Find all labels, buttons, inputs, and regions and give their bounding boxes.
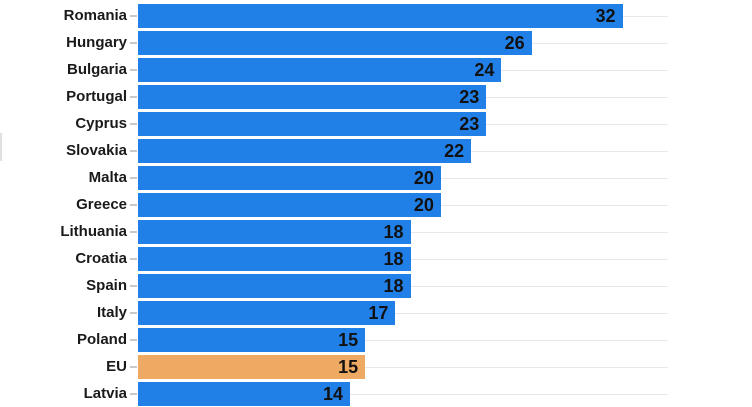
chart-row: Romania 32: [0, 2, 752, 29]
value-label: 32: [595, 5, 616, 26]
chart-row: Portugal 23: [0, 83, 752, 110]
bar[interactable]: 15: [138, 354, 366, 379]
bar[interactable]: 23: [138, 84, 487, 109]
bar-track: 20: [138, 164, 668, 191]
category-tick-icon: [130, 257, 137, 260]
category-label: Italy: [96, 304, 127, 321]
chart-row: Lithuania 18: [0, 218, 752, 245]
value-label: 23: [459, 86, 480, 107]
category-label: Poland: [76, 331, 127, 348]
bar-track: 18: [138, 272, 668, 299]
category-tick-icon: [130, 338, 137, 341]
category-label: Cyprus: [75, 115, 127, 132]
category-label: Bulgaria: [66, 61, 127, 78]
category-tick-icon: [130, 203, 137, 206]
bar-track: 14: [138, 380, 668, 407]
chart-row: Greece 20: [0, 191, 752, 218]
chart-row: Spain 18: [0, 272, 752, 299]
bar[interactable]: 20: [138, 165, 441, 190]
value-label: 26: [504, 32, 525, 53]
gridline: [138, 312, 668, 314]
gridline: [138, 366, 668, 368]
category-label: Croatia: [75, 250, 127, 267]
category-tick-icon: [130, 41, 137, 44]
category-tick-icon: [130, 149, 137, 152]
category-tick-icon: [130, 311, 137, 314]
category-tick-icon: [130, 122, 137, 125]
category-label: Romania: [63, 7, 127, 24]
value-label: 20: [413, 194, 434, 215]
value-label: 15: [338, 329, 359, 350]
bar[interactable]: 15: [138, 327, 366, 352]
value-label: 22: [444, 140, 465, 161]
chart-row: Latvia 14: [0, 380, 752, 407]
bar[interactable]: 26: [138, 30, 532, 55]
category-tick-icon: [130, 95, 137, 98]
bar[interactable]: 23: [138, 111, 487, 136]
category-label: Portugal: [66, 88, 127, 105]
category-label: Spain: [86, 277, 127, 294]
bar[interactable]: 17: [138, 300, 396, 325]
category-label: Hungary: [66, 34, 127, 51]
value-label: 24: [474, 59, 495, 80]
bar-track: 26: [138, 29, 668, 56]
chart-row: Poland 15: [0, 326, 752, 353]
chart-row: Hungary 26: [0, 29, 752, 56]
category-label: Slovakia: [66, 142, 127, 159]
bar[interactable]: 14: [138, 381, 350, 406]
category-tick-icon: [130, 68, 137, 71]
chart-row: Malta 20: [0, 164, 752, 191]
category-label: Malta: [88, 169, 127, 186]
bar-track: 18: [138, 218, 668, 245]
category-tick-icon: [130, 365, 137, 368]
value-label: 18: [383, 221, 404, 242]
bar[interactable]: 18: [138, 246, 411, 271]
bar[interactable]: 24: [138, 57, 502, 82]
chart-row: Slovakia 22: [0, 137, 752, 164]
category-label: EU: [106, 358, 127, 375]
category-label: Lithuania: [60, 223, 127, 240]
left-edge-artifact: [0, 133, 2, 161]
category-label: Greece: [76, 196, 127, 213]
category-tick-icon: [130, 14, 137, 17]
value-label: 18: [383, 275, 404, 296]
bar-track: 18: [138, 245, 668, 272]
gridline: [138, 339, 668, 341]
bar-track: 32: [138, 2, 668, 29]
bar-track: 15: [138, 326, 668, 353]
category-label: Latvia: [83, 385, 127, 402]
value-label: 20: [413, 167, 434, 188]
bar-track: 24: [138, 56, 668, 83]
value-label: 15: [338, 356, 359, 377]
bar[interactable]: 22: [138, 138, 472, 163]
gridline: [138, 393, 668, 395]
chart-row: Cyprus 23: [0, 110, 752, 137]
bar-track: 23: [138, 83, 668, 110]
bar-track: 20: [138, 191, 668, 218]
value-label: 17: [368, 302, 389, 323]
chart-row: Croatia 18: [0, 245, 752, 272]
chart-row: EU 15: [0, 353, 752, 380]
bar[interactable]: 18: [138, 219, 411, 244]
bar[interactable]: 20: [138, 192, 441, 217]
bar-track: 15: [138, 353, 668, 380]
chart-row: Bulgaria 24: [0, 56, 752, 83]
value-label: 18: [383, 248, 404, 269]
bar-track: 17: [138, 299, 668, 326]
category-tick-icon: [130, 392, 137, 395]
value-label: 23: [459, 113, 480, 134]
bar[interactable]: 32: [138, 3, 623, 28]
bar-track: 22: [138, 137, 668, 164]
chart-row: Italy 17: [0, 299, 752, 326]
category-tick-icon: [130, 230, 137, 233]
category-tick-icon: [130, 176, 137, 179]
bar[interactable]: 18: [138, 273, 411, 298]
category-tick-icon: [130, 284, 137, 287]
value-label: 14: [322, 383, 343, 404]
bar-track: 23: [138, 110, 668, 137]
